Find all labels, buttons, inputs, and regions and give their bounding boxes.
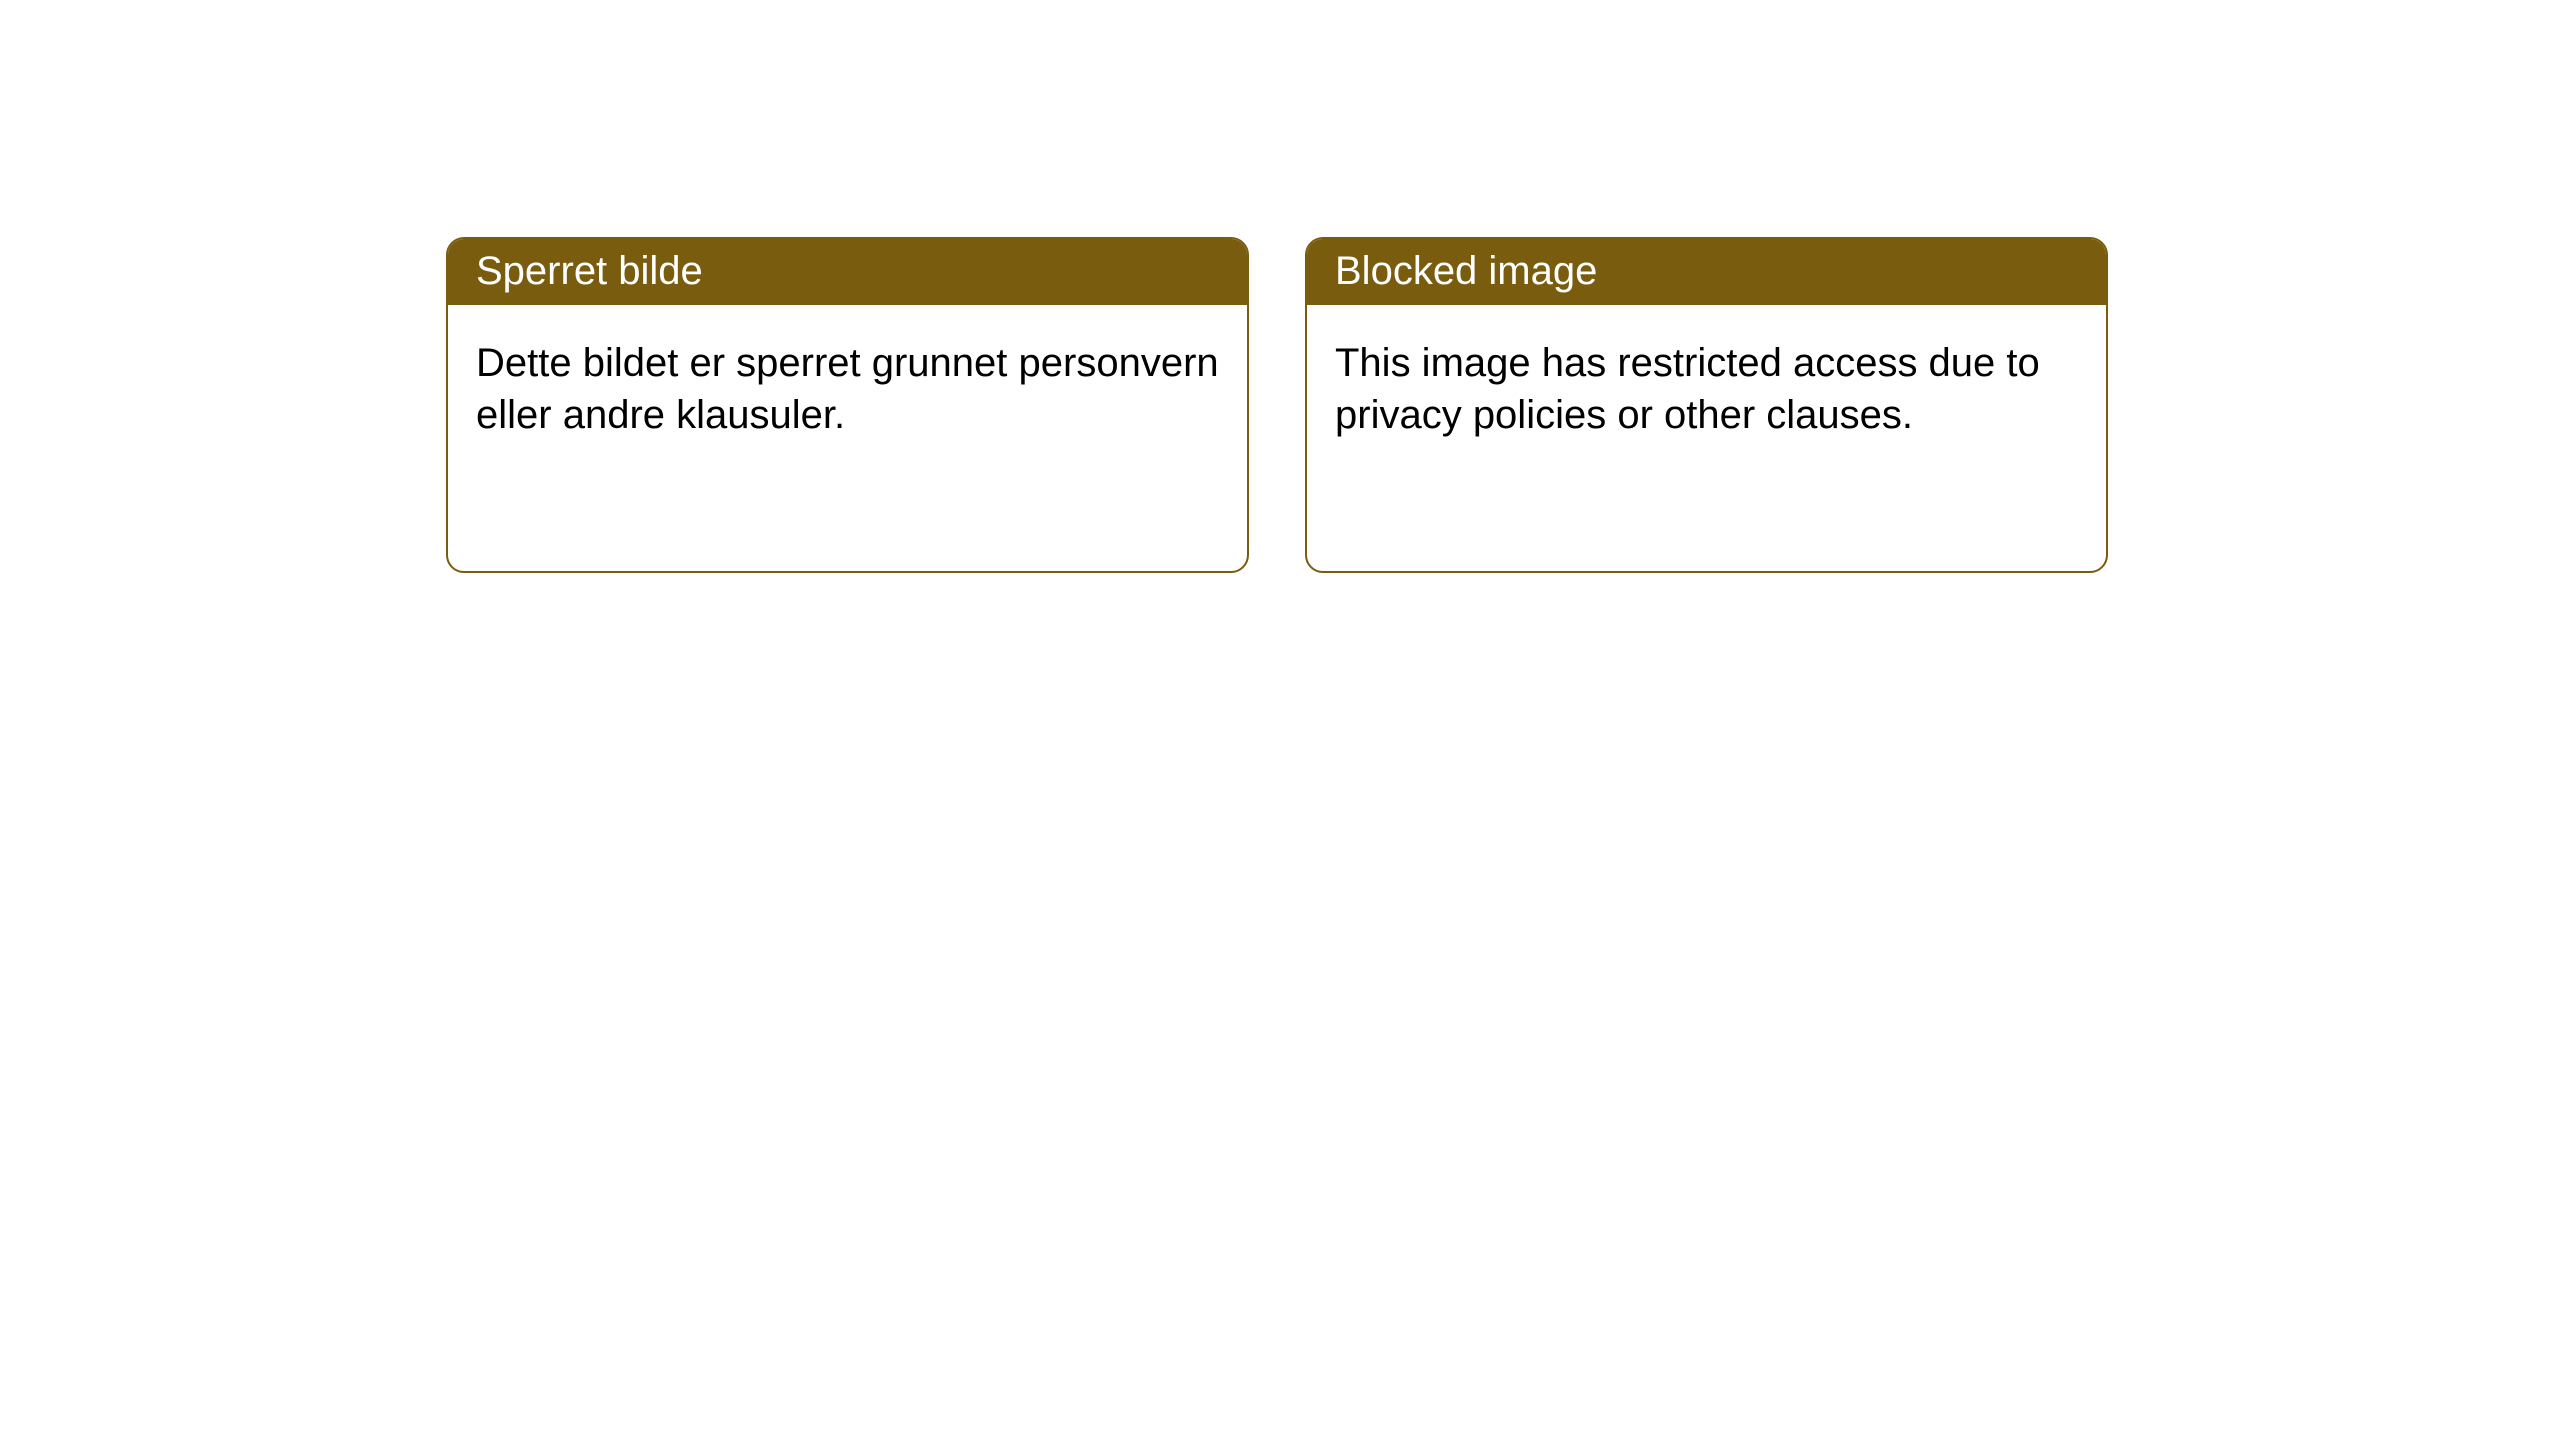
notice-title: Sperret bilde — [476, 249, 703, 293]
notice-card-norwegian: Sperret bilde Dette bildet er sperret gr… — [446, 237, 1249, 573]
notice-title: Blocked image — [1335, 249, 1597, 293]
notice-card-english: Blocked image This image has restricted … — [1305, 237, 2108, 573]
notice-container: Sperret bilde Dette bildet er sperret gr… — [0, 0, 2560, 573]
notice-body: This image has restricted access due to … — [1307, 305, 2106, 473]
notice-header: Sperret bilde — [448, 239, 1247, 305]
notice-body: Dette bildet er sperret grunnet personve… — [448, 305, 1247, 473]
notice-message: This image has restricted access due to … — [1335, 341, 2040, 437]
notice-message: Dette bildet er sperret grunnet personve… — [476, 341, 1219, 437]
notice-header: Blocked image — [1307, 239, 2106, 305]
